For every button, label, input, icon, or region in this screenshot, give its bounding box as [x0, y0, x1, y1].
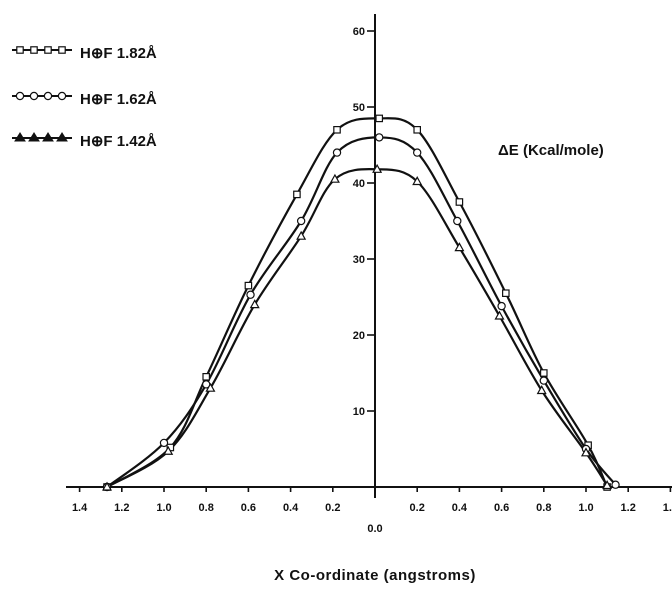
- y-tick-label: 40: [353, 178, 365, 190]
- legend-triangle-marker: [14, 132, 26, 142]
- point-circle: [497, 301, 506, 311]
- legend-item-1: H⊕F 1.82Å: [12, 45, 157, 62]
- point-circle: [375, 133, 384, 142]
- point-circle: [246, 290, 255, 299]
- legend-item-2: H⊕F 1.62Å: [12, 91, 157, 108]
- x-tick-label: 0.8: [536, 502, 551, 514]
- point-triangle: [412, 176, 423, 186]
- point-triangle: [249, 299, 260, 309]
- y-ticks: 10 20 30 40 50 60: [353, 26, 375, 418]
- markers: [102, 114, 620, 492]
- legend-square-marker: [16, 46, 24, 54]
- point-triangle: [205, 382, 216, 392]
- y-tick-label: 10: [353, 406, 365, 418]
- legend-square-marker: [44, 46, 52, 54]
- x-tick-label: 0.2: [410, 502, 425, 514]
- legend-circle-marker: [57, 91, 67, 101]
- y-tick-label: 30: [353, 254, 365, 266]
- point-square: [502, 289, 510, 298]
- point-square: [413, 125, 422, 134]
- x-tick-label: 0.2: [325, 502, 340, 514]
- point-circle: [332, 148, 342, 157]
- y-tick-label: 20: [353, 330, 365, 342]
- curves: [106, 117, 617, 488]
- legend-label-1: H⊕F 1.82Å: [80, 45, 157, 62]
- x-tick-label: 1.0: [156, 502, 171, 514]
- y-axis-label: ΔE (Kcal/mole): [498, 142, 604, 159]
- legend-triangle-marker: [42, 132, 54, 142]
- point-triangle: [296, 230, 307, 240]
- legend-label-2: H⊕F 1.62Å: [80, 91, 157, 108]
- legend-marker-circle: [12, 91, 72, 101]
- axes: [66, 14, 672, 498]
- point-triangle: [580, 447, 592, 457]
- legend-square-marker: [30, 46, 38, 54]
- series-triangle-line: [106, 168, 609, 488]
- legend-item-3: H⊕F 1.42Å: [12, 132, 157, 150]
- point-square: [293, 190, 301, 199]
- legend-marker-triangle: [12, 132, 72, 142]
- point-circle: [296, 216, 306, 226]
- x-ticks: 1.4 1.2 1.0 0.8 0.6 0.4 0.2 0.2 0.4 0.6 0.8 1.0 1.2 1…: [72, 487, 672, 514]
- legend-circle-marker: [43, 91, 53, 101]
- x-tick-label: 0.6: [494, 502, 509, 514]
- x-tick-label: 0.8: [199, 502, 214, 514]
- x-tick-label: 1.0: [578, 502, 593, 514]
- point-circle: [413, 148, 422, 157]
- legend-circle-marker: [15, 91, 25, 101]
- y-tick-label: 60: [353, 26, 365, 38]
- x-tick-label: 0.4: [452, 502, 468, 514]
- point-circle: [453, 216, 462, 226]
- x-axis-label: X Co-ordinate (angstroms): [274, 567, 476, 584]
- point-square: [333, 125, 341, 134]
- point-triangle: [102, 481, 113, 491]
- legend-square-marker: [58, 46, 66, 54]
- origin-label: 0.0: [367, 523, 382, 535]
- x-tick-label: 1.2: [114, 502, 129, 514]
- point-square: [202, 373, 211, 381]
- x-tick-label: 1.4: [663, 502, 672, 514]
- legend-circle-marker: [29, 91, 39, 101]
- point-triangle: [454, 242, 465, 252]
- point-triangle: [494, 310, 505, 320]
- point-triangle: [329, 173, 340, 183]
- point-square: [375, 114, 384, 123]
- legend-triangle-marker: [56, 132, 68, 142]
- legend-label-3: H⊕F 1.42Å: [80, 133, 157, 150]
- x-tick-label: 1.4: [72, 502, 88, 514]
- point-triangle: [536, 385, 547, 395]
- y-tick-label: 50: [353, 102, 365, 114]
- point-circle: [611, 480, 620, 489]
- x-tick-label: 1.2: [621, 502, 636, 514]
- point-triangle: [163, 445, 174, 455]
- point-circle: [539, 376, 549, 385]
- point-triangle: [602, 480, 613, 490]
- point-triangle: [372, 163, 383, 173]
- point-circle: [159, 438, 169, 448]
- legend-triangle-marker: [28, 132, 40, 142]
- legend: H⊕F 1.82Å H⊕F 1.62Å H⊕F 1.42Å: [12, 45, 157, 150]
- point-square: [244, 281, 253, 290]
- legend-marker-square: [12, 46, 72, 54]
- point-square: [455, 198, 464, 206]
- x-tick-label: 0.6: [241, 502, 256, 514]
- series-square-line: [106, 117, 609, 488]
- x-tick-label: 0.4: [283, 502, 299, 514]
- point-square: [539, 369, 548, 377]
